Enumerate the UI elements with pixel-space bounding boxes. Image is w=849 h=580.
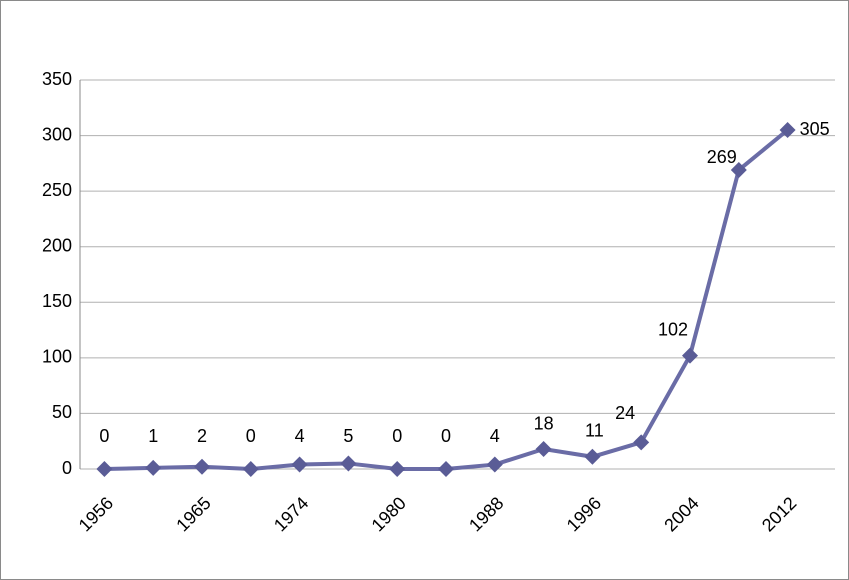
marker xyxy=(535,440,552,457)
data-label: 5 xyxy=(343,426,353,446)
marker xyxy=(730,162,747,179)
marker xyxy=(340,455,357,472)
data-label: 11 xyxy=(585,421,604,441)
marker xyxy=(291,456,308,473)
data-label: 2 xyxy=(197,426,207,446)
y-tick-label: 50 xyxy=(52,402,72,422)
data-label: 305 xyxy=(800,119,830,139)
data-label: 24 xyxy=(615,403,635,423)
marker xyxy=(145,459,162,476)
marker xyxy=(779,122,796,139)
data-label: 18 xyxy=(534,414,554,434)
marker xyxy=(633,434,650,451)
marker xyxy=(438,461,454,477)
marker xyxy=(486,456,503,473)
data-label: 0 xyxy=(392,426,402,446)
marker xyxy=(242,461,259,477)
y-tick-label: 350 xyxy=(42,69,72,89)
data-label: 0 xyxy=(441,426,451,446)
marker xyxy=(194,458,210,475)
y-tick-label: 250 xyxy=(42,180,72,200)
data-label: 0 xyxy=(246,426,256,446)
marker xyxy=(389,461,406,477)
data-label: 269 xyxy=(707,147,737,167)
y-tick-label: 100 xyxy=(42,347,72,367)
data-label: 102 xyxy=(658,319,688,339)
y-tick-label: 200 xyxy=(42,235,72,255)
data-label: 4 xyxy=(295,426,305,446)
marker xyxy=(682,347,698,364)
data-label: 4 xyxy=(490,426,500,446)
y-tick-label: 0 xyxy=(62,458,72,478)
data-label: 0 xyxy=(99,426,109,446)
data-label: 1 xyxy=(148,426,158,446)
y-tick-label: 150 xyxy=(42,291,72,311)
marker xyxy=(584,448,601,465)
y-tick-label: 300 xyxy=(42,124,72,144)
marker xyxy=(96,461,113,477)
